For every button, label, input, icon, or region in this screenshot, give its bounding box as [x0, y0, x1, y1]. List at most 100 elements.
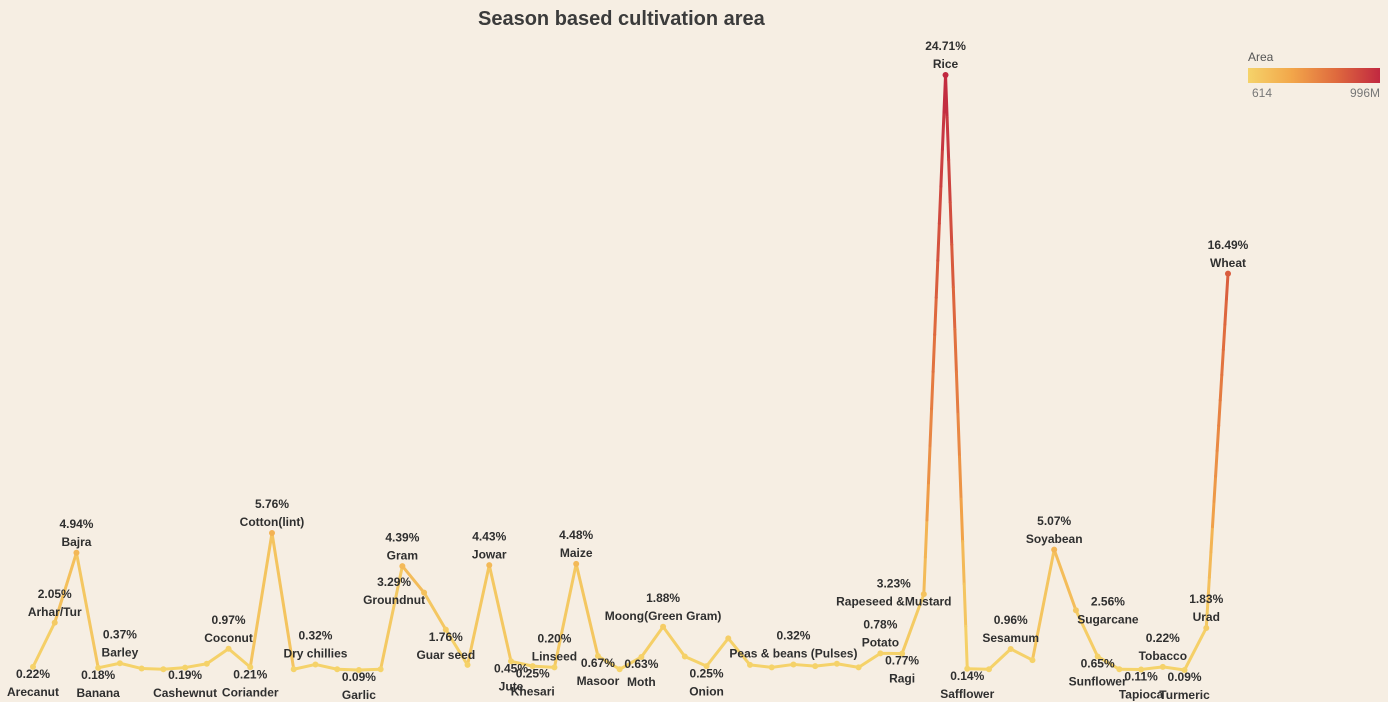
line-segment	[933, 295, 938, 337]
data-point[interactable]	[51, 619, 58, 626]
line-segment	[357, 667, 383, 672]
data-point[interactable]	[1072, 607, 1079, 614]
category-label: Groundnut	[363, 593, 425, 607]
data-point[interactable]	[790, 661, 797, 668]
data-point[interactable]	[1181, 667, 1188, 673]
data-point[interactable]	[247, 664, 254, 671]
data-point[interactable]	[920, 591, 927, 598]
data-value-label: 4.94%	[59, 517, 93, 531]
data-point[interactable]	[464, 661, 471, 668]
data-point[interactable]	[442, 626, 449, 633]
data-point[interactable]	[116, 660, 123, 667]
data-point[interactable]	[421, 589, 428, 596]
data-point[interactable]	[508, 658, 514, 665]
category-label: Safflower	[940, 687, 994, 701]
data-point[interactable]	[290, 666, 297, 673]
data-point[interactable]	[899, 650, 906, 657]
data-point[interactable]	[1007, 645, 1014, 652]
line-segment	[53, 551, 78, 625]
data-point[interactable]	[1116, 666, 1123, 673]
data-point[interactable]	[399, 563, 406, 570]
line-segment	[1214, 449, 1219, 478]
data-point[interactable]	[73, 549, 80, 556]
data-point[interactable]	[638, 653, 645, 660]
line-segment	[639, 625, 665, 659]
line-segment	[857, 651, 882, 669]
category-label: Masoor	[577, 674, 620, 688]
data-point[interactable]	[529, 663, 536, 670]
data-value-label: 0.25%	[690, 666, 724, 680]
data-point[interactable]	[725, 635, 732, 642]
data-point[interactable]	[1225, 270, 1231, 277]
data-point[interactable]	[1203, 624, 1210, 631]
line-segment	[705, 636, 730, 668]
data-point[interactable]	[225, 645, 232, 652]
data-point[interactable]	[203, 660, 210, 667]
line-segment	[925, 481, 930, 522]
data-point[interactable]	[312, 661, 319, 668]
data-point[interactable]	[377, 666, 384, 673]
data-point[interactable]	[1159, 663, 1166, 670]
line-segment	[1030, 548, 1056, 662]
data-point[interactable]	[30, 663, 36, 670]
line-segment	[444, 628, 470, 667]
line-segment	[937, 184, 943, 225]
data-point[interactable]	[355, 667, 362, 673]
data-point[interactable]	[551, 664, 558, 671]
category-label: Cotton(lint)	[240, 515, 305, 529]
data-point[interactable]	[486, 562, 493, 569]
line-segment	[1183, 626, 1208, 672]
line-segment	[400, 564, 426, 595]
data-point[interactable]	[703, 663, 710, 670]
line-segment	[813, 662, 839, 668]
line-segment	[118, 661, 144, 671]
data-point[interactable]	[1051, 546, 1058, 553]
line-segment	[509, 659, 535, 668]
data-point[interactable]	[877, 650, 884, 657]
data-point[interactable]	[855, 664, 862, 671]
data-point[interactable]	[768, 664, 775, 671]
line-segment	[956, 412, 962, 459]
data-point[interactable]	[964, 665, 971, 672]
data-point[interactable]	[334, 666, 341, 673]
legend-max-label: 996M	[1349, 86, 1380, 100]
data-point[interactable]	[747, 661, 753, 668]
data-point[interactable]	[1029, 657, 1036, 664]
line-segment	[335, 667, 361, 672]
data-point[interactable]	[138, 665, 145, 672]
line-segment	[1206, 575, 1211, 605]
category-label: Tapioca	[1119, 688, 1164, 702]
line-segment	[953, 327, 958, 374]
line-segment	[936, 221, 941, 262]
data-point[interactable]	[986, 666, 992, 673]
category-label: Turmeric	[1159, 688, 1210, 702]
line-segment	[487, 563, 513, 663]
line-segment	[1221, 322, 1227, 352]
data-value-label: 0.18%	[81, 668, 115, 682]
data-point[interactable]	[160, 666, 167, 673]
line-segment	[931, 333, 937, 374]
line-segment	[1096, 654, 1121, 671]
data-value-label: 0.32%	[298, 629, 332, 643]
data-value-label: 0.78%	[863, 617, 897, 631]
line-segment	[945, 115, 951, 162]
data-value-label: 1.88%	[646, 591, 680, 605]
data-point[interactable]	[660, 623, 667, 630]
data-point[interactable]	[269, 529, 275, 536]
data-point[interactable]	[573, 560, 580, 567]
data-point[interactable]	[182, 664, 189, 671]
data-point[interactable]	[812, 663, 819, 670]
data-point[interactable]	[594, 652, 601, 659]
data-point[interactable]	[1094, 653, 1101, 660]
data-value-label: 0.14%	[950, 669, 984, 683]
data-point[interactable]	[942, 72, 949, 78]
line-segment	[954, 370, 960, 416]
data-point[interactable]	[616, 666, 623, 673]
data-point[interactable]	[833, 660, 840, 667]
data-point[interactable]	[95, 664, 102, 671]
data-point[interactable]	[1138, 666, 1145, 673]
data-value-label: 1.76%	[429, 630, 463, 644]
category-label: Maize	[560, 546, 593, 560]
data-point[interactable]	[681, 653, 688, 660]
